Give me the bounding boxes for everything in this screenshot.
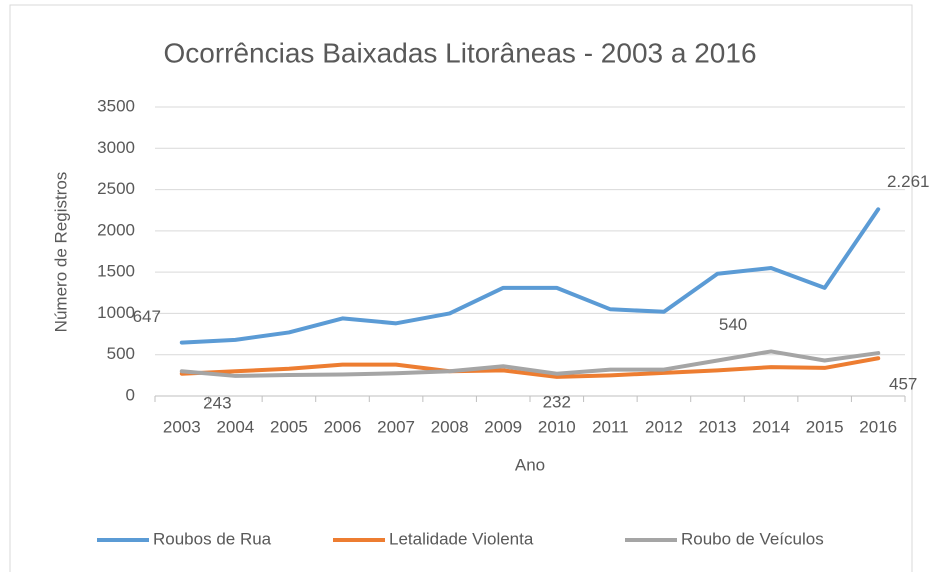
legend-label: Letalidade Violenta <box>389 529 534 548</box>
x-tick-label: 2005 <box>270 417 308 436</box>
x-tick-label: 2013 <box>699 417 737 436</box>
x-tick-label: 2011 <box>592 417 629 436</box>
x-tick-label: 2009 <box>484 417 522 436</box>
x-tick-label: 2014 <box>752 417 790 436</box>
x-tick-label: 2015 <box>806 417 844 436</box>
y-tick-label: 2000 <box>97 220 135 239</box>
x-tick-label: 2016 <box>859 417 897 436</box>
data-label: 232 <box>543 392 571 411</box>
legend-label: Roubo de Veículos <box>681 529 824 548</box>
legend-label: Roubos de Rua <box>153 529 272 548</box>
y-tick-label: 0 <box>126 385 135 404</box>
chart-title: Ocorrências Baixadas Litorâneas - 2003 a… <box>163 37 756 68</box>
data-label: 540 <box>719 315 747 334</box>
y-axis-label: Número de Registros <box>51 172 70 333</box>
data-label: 457 <box>889 375 917 394</box>
x-tick-label: 2010 <box>538 417 576 436</box>
y-tick-label: 500 <box>107 344 135 363</box>
series-line <box>179 349 881 378</box>
x-tick-label: 2004 <box>216 417 254 436</box>
data-label: 243 <box>203 393 231 412</box>
y-tick-label: 1500 <box>97 262 135 281</box>
y-tick-label: 3500 <box>97 96 135 115</box>
x-axis-label: Ano <box>515 455 545 474</box>
x-tick-label: 2008 <box>431 417 469 436</box>
x-tick-label: 2006 <box>324 417 362 436</box>
x-tick-label: 2007 <box>377 417 415 436</box>
data-label: 2.261 <box>887 172 930 191</box>
x-tick-label: 2012 <box>645 417 683 436</box>
series-line <box>179 356 881 379</box>
y-tick-label: 2500 <box>97 179 135 198</box>
y-tick-label: 1000 <box>97 303 135 322</box>
x-tick-label: 2003 <box>163 417 201 436</box>
series-line <box>179 207 881 345</box>
chart-frame <box>9 4 913 572</box>
data-label: 647 <box>133 307 161 326</box>
y-tick-label: 3000 <box>97 138 135 157</box>
